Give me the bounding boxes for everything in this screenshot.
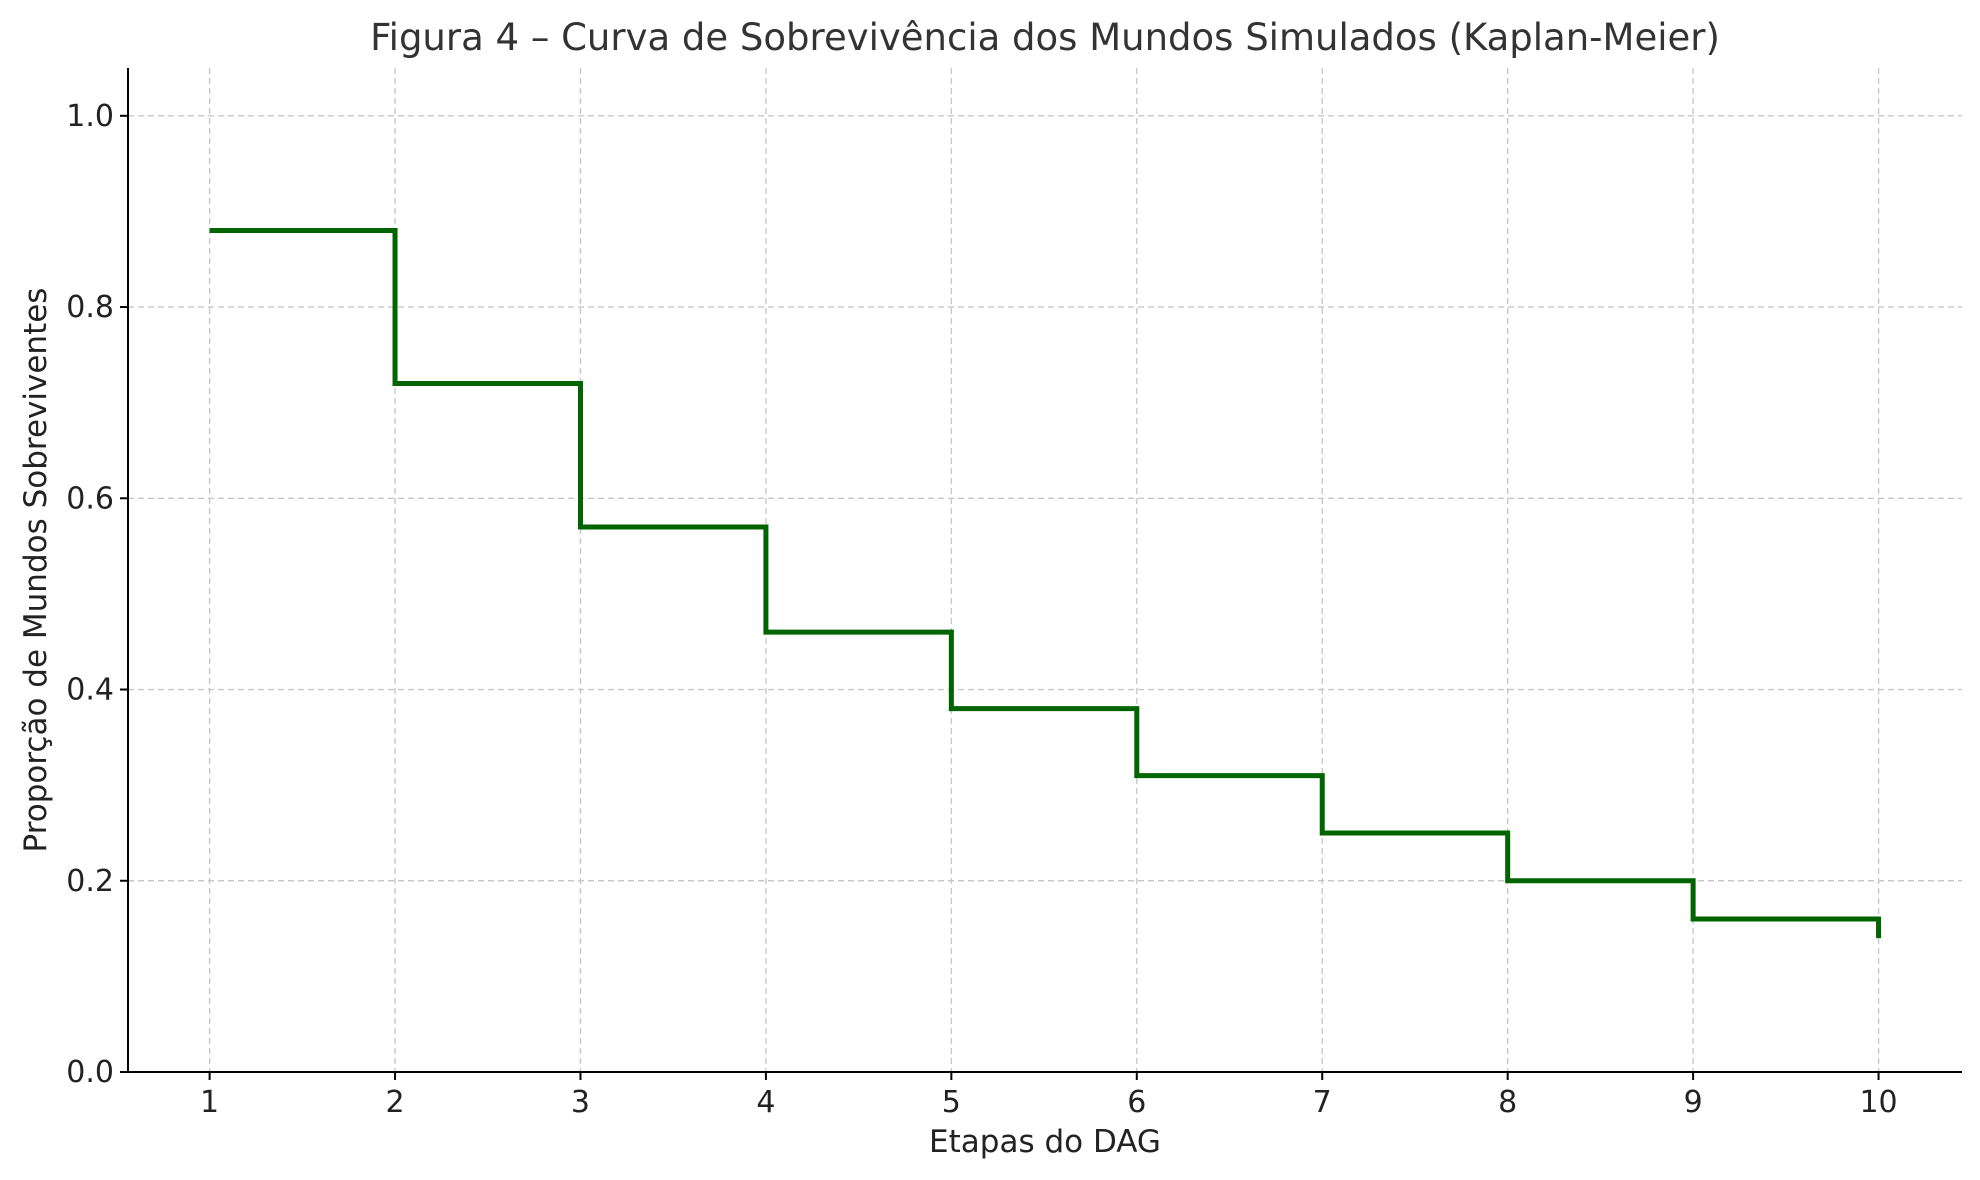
y-tick-label: 0.2 (66, 864, 114, 899)
y-axis-title: Proporção de Mundos Sobreviventes (18, 288, 54, 853)
y-tick-label: 0.8 (66, 290, 114, 325)
x-tick-label: 8 (1498, 1085, 1517, 1120)
survival-step-line (209, 228, 1882, 939)
x-tick-label: 9 (1684, 1085, 1703, 1120)
y-ticks: 0.0 0.2 0.4 0.6 0.8 1.0 (66, 99, 128, 1090)
data-point (949, 706, 954, 711)
x-tick-label: 2 (385, 1085, 404, 1120)
data-point (578, 524, 583, 529)
data-point (1691, 917, 1696, 922)
data-point (393, 381, 398, 386)
x-ticks: 1 2 3 4 5 6 7 8 9 10 (200, 1072, 1898, 1120)
y-tick-label: 0.4 (66, 673, 114, 708)
axes (127, 68, 1962, 1073)
data-point (1134, 773, 1139, 778)
x-tick-label: 3 (571, 1085, 590, 1120)
data-point (207, 228, 212, 233)
y-tick-label: 1.0 (66, 99, 114, 134)
x-tick-label: 7 (1313, 1085, 1332, 1120)
y-tick-label: 0.0 (66, 1055, 114, 1090)
x-tick-label: 1 (200, 1085, 219, 1120)
data-point (1876, 936, 1881, 941)
series-layer (207, 228, 1882, 941)
data-point (1320, 830, 1325, 835)
data-point (763, 630, 768, 635)
x-axis-title: Etapas do DAG (929, 1124, 1161, 1160)
data-point (1505, 878, 1510, 883)
chart-title: Figura 4 – Curva de Sobrevivência dos Mu… (370, 16, 1720, 59)
x-tick-label: 5 (942, 1085, 961, 1120)
y-tick-label: 0.6 (66, 481, 114, 516)
x-tick-label: 4 (756, 1085, 775, 1120)
x-tick-label: 6 (1127, 1085, 1146, 1120)
x-tick-label: 10 (1859, 1085, 1897, 1120)
